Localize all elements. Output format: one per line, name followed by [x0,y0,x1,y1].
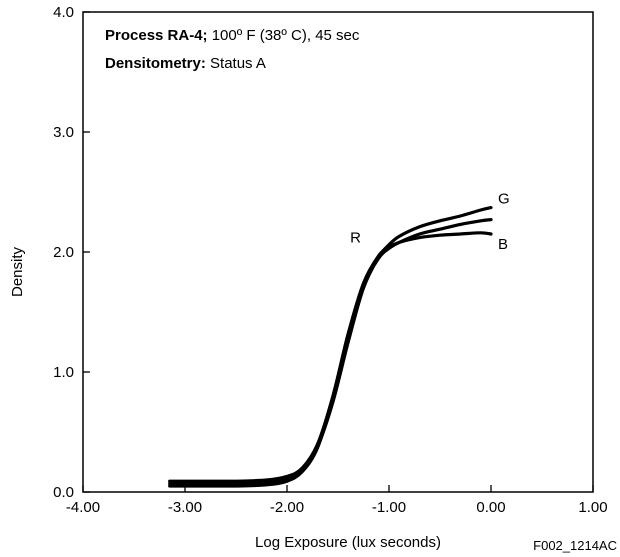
curve-B [168,231,493,483]
axis-ticks [82,11,594,493]
curve-G [168,206,493,486]
figure-code: F002_1214AC [533,538,617,553]
annotation-process: Process RA-4; 100º F (38º C), 45 sec [105,27,360,44]
curve-labels: R G B [350,191,510,253]
curve-label-G: G [498,191,510,208]
curve-label-B: B [498,236,508,253]
y-tick-label: 1.0 [53,364,74,381]
y-axis-label: Density [9,246,26,297]
annotation-process-label: Process RA-4; [105,27,208,44]
y-tick-label: 4.0 [53,4,74,21]
axis-tick-labels: -4.00 -3.00 -2.00 -1.00 0.00 1.00 0.0 1.0 2.0 3.0… [53,4,607,516]
x-tick-label: -2.00 [270,499,304,516]
x-tick-label: -1.00 [372,499,406,516]
y-tick-label: 0.0 [53,484,74,501]
x-tick-label: -4.00 [66,499,100,516]
annotation-densitometry-value: Status A [206,55,266,72]
curve-label-R: R [350,229,361,246]
annotation-densitometry-label: Densitometry: [105,55,206,72]
annotation-densitometry: Densitometry: Status A [105,55,266,72]
x-tick-label: -3.00 [168,499,202,516]
y-tick-label: 3.0 [53,124,74,141]
x-tick-label: 1.00 [578,499,607,516]
annotation-process-value: 100º F (38º C), 45 sec [208,27,360,44]
curve-R [168,218,493,488]
x-tick-label: 0.00 [476,499,505,516]
y-tick-label: 2.0 [53,244,74,261]
x-axis-label: Log Exposure (lux seconds) [255,534,441,551]
plot-frame [82,11,594,493]
curves [168,206,493,488]
